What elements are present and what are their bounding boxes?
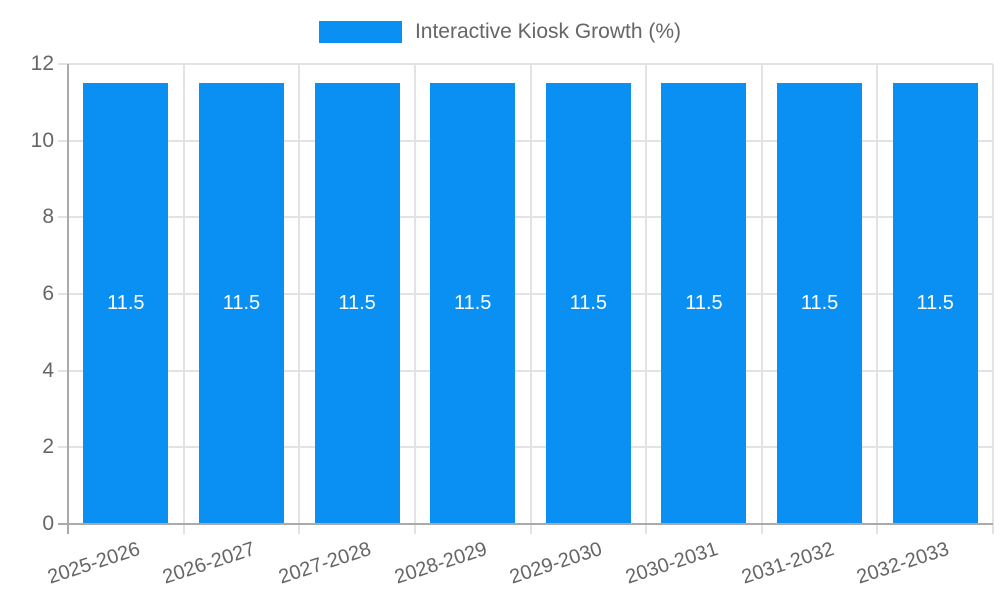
y-gridline [58, 446, 993, 449]
y-gridline [58, 293, 993, 295]
bar-value-label: 11.5 [222, 291, 261, 314]
y-tick-label: 10 [30, 128, 54, 152]
bar-2027-2028[interactable]: 11.5 [314, 83, 400, 523]
bar-2032-2033[interactable]: 11.5 [892, 83, 978, 523]
bar-value-label: 11.5 [800, 291, 839, 314]
x-gridline [413, 64, 416, 534]
legend-swatch [318, 21, 402, 43]
bar-2031-2032[interactable]: 11.5 [777, 83, 863, 523]
bar-2029-2030[interactable]: 11.5 [545, 83, 631, 523]
x-gridline [992, 64, 994, 534]
y-tick-label: 4 [42, 358, 54, 382]
y-tick-label: 12 [30, 52, 54, 75]
y-gridline [58, 139, 993, 142]
bar-value-label: 11.5 [107, 291, 145, 314]
bar-2030-2031[interactable]: 11.5 [661, 83, 747, 523]
y-tick-label: 8 [42, 205, 54, 229]
x-axis-line [58, 523, 993, 525]
bar-2026-2027[interactable]: 11.5 [198, 83, 284, 523]
y-gridline [58, 216, 993, 219]
bar-2025-2026[interactable]: 11.5 [83, 83, 169, 523]
bar-value-label: 11.5 [569, 291, 608, 314]
bar-value-label: 11.5 [685, 291, 723, 314]
bar-value-label: 11.5 [453, 291, 492, 314]
y-gridline [58, 369, 993, 372]
chart-legend: Interactive Kiosk Growth (%) [0, 20, 1000, 44]
x-gridline [760, 64, 763, 534]
legend-label: Interactive Kiosk Growth (%) [414, 20, 682, 43]
bar-value-label: 11.5 [916, 291, 954, 314]
x-gridline [182, 64, 185, 534]
bar-value-label: 11.5 [338, 291, 376, 314]
x-gridline [529, 64, 532, 534]
y-tick-label: 2 [42, 435, 54, 459]
bar-2028-2029[interactable]: 11.5 [430, 83, 516, 523]
x-gridline [645, 64, 648, 534]
x-gridline [298, 64, 301, 534]
y-gridline [58, 63, 993, 65]
x-gridline [876, 64, 879, 534]
y-tick-label: 6 [42, 282, 54, 305]
y-axis-line [67, 64, 69, 534]
y-tick-label: 0 [42, 512, 54, 535]
